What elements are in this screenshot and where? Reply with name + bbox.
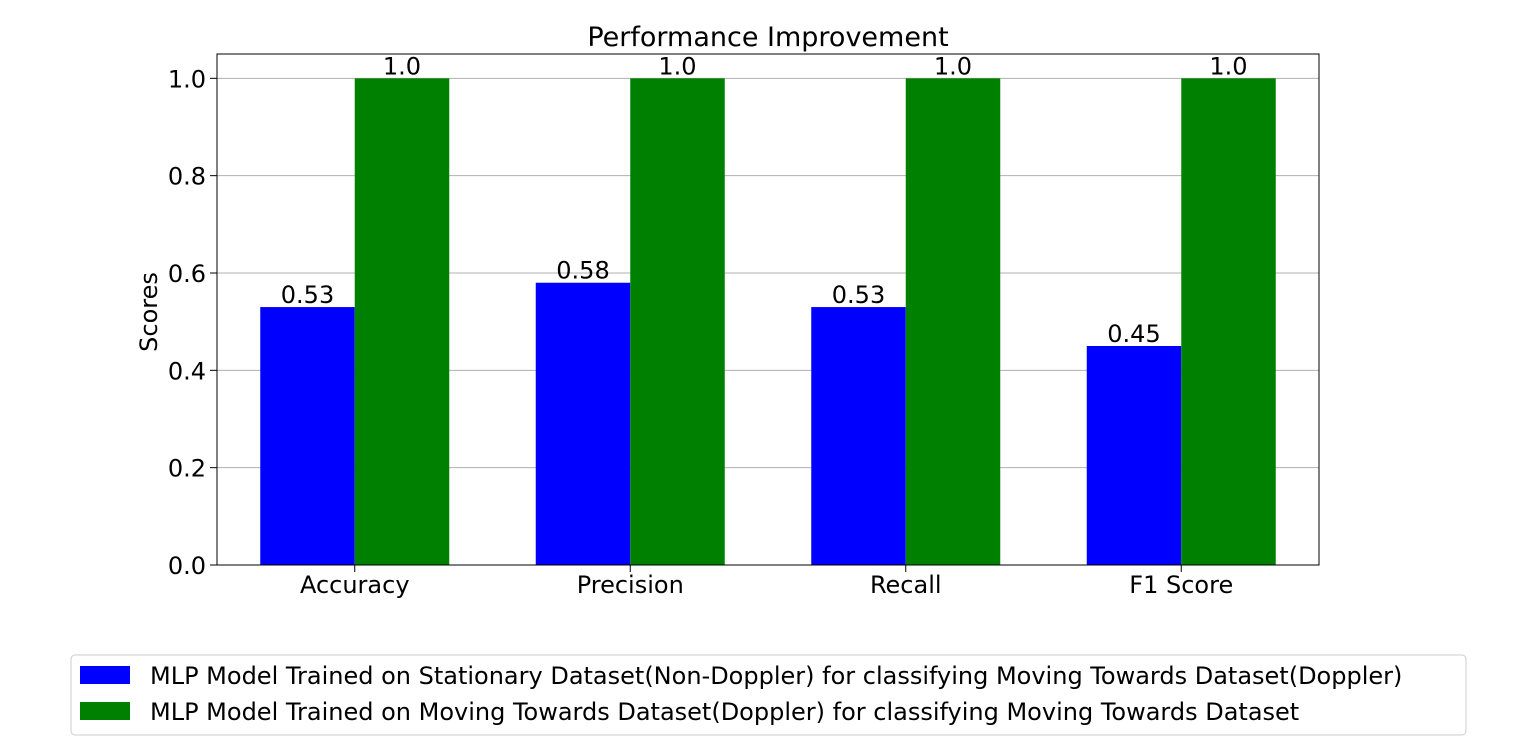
bars [260,78,1276,565]
legend-swatch-moving-towards [80,702,130,720]
data-labels: 0.53 1.0 0.58 1.0 0.53 1.0 0.45 1.0 [281,52,1248,348]
legend-label-stationary: MLP Model Trained on Stationary Dataset(… [150,662,1402,690]
bar-stationary-recall [811,307,906,565]
bar-moving-towards-f1-score [1181,78,1276,565]
y-axis-label: Scores [135,272,163,352]
bar-stationary-precision [535,282,631,565]
legend-frame [70,654,1467,736]
y-tick-label: 0.2 [168,455,206,483]
y-tick-label: 0.4 [168,357,206,385]
bar-stationary-accuracy [260,307,355,565]
x-tick-label: Accuracy [300,571,410,599]
y-axis-ticks: 0.0 0.2 0.4 0.6 0.8 1.0 [168,65,217,580]
legend-swatch-stationary [80,666,130,684]
bar-value-label: 1.0 [383,52,421,80]
legend-label-moving-towards: MLP Model Trained on Moving Towards Data… [150,698,1299,726]
chart-title: Performance Improvement [587,22,948,53]
bar-moving-towards-accuracy [354,78,450,565]
bar-value-label: 0.58 [556,257,609,285]
bar-stationary-f1-score [1086,346,1182,565]
y-tick-label: 0.0 [168,552,206,580]
y-tick-label: 1.0 [168,65,206,93]
x-tick-label: Recall [870,571,942,599]
bar-moving-towards-precision [630,78,725,565]
y-tick-label: 0.8 [168,163,206,191]
bar-value-label: 0.53 [281,281,334,309]
bar-value-label: 0.45 [1107,320,1160,348]
x-tick-label: F1 Score [1129,571,1233,599]
y-tick-label: 0.6 [168,260,206,288]
x-axis-ticks: Accuracy Precision Recall F1 Score [300,565,1233,599]
bar-value-label: 1.0 [934,52,972,80]
legend: MLP Model Trained on Stationary Dataset(… [70,654,1467,736]
bar-value-label: 0.53 [832,281,885,309]
bar-moving-towards-recall [905,78,1001,565]
bar-value-label: 1.0 [658,52,696,80]
plot-area-frame [216,53,1320,566]
x-tick-label: Precision [577,571,684,599]
bar-value-label: 1.0 [1209,52,1247,80]
